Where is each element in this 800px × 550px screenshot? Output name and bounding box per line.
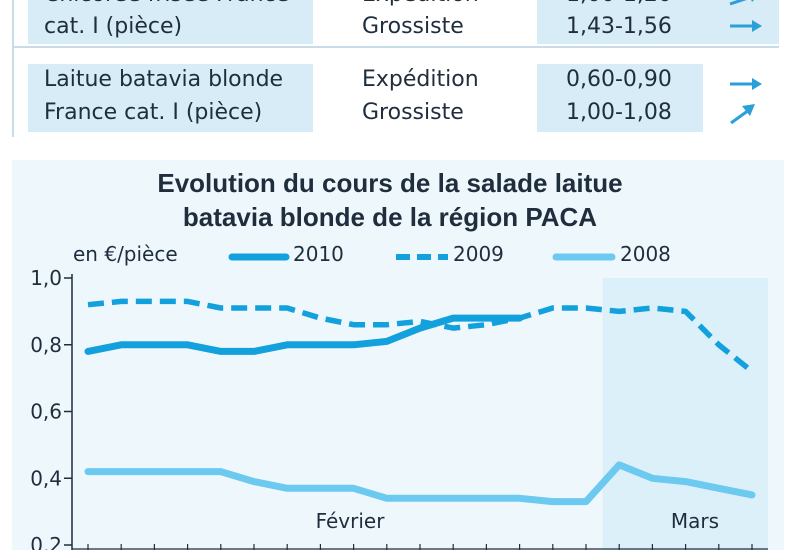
chart-title-line1: Evolution du cours de la salade laitue bbox=[157, 168, 623, 198]
y-tick-label: 0,8 bbox=[30, 333, 62, 357]
row2-stage-line2: Grossiste bbox=[362, 100, 464, 125]
row2-price-line1: 0,60-0,90 bbox=[566, 67, 672, 92]
x-period-label-mars: Mars bbox=[671, 509, 719, 533]
y-tick-label: 1,0 bbox=[30, 266, 62, 290]
row1-price-line1: 1,00-1,20 bbox=[566, 0, 672, 11]
table-left-border bbox=[12, 0, 14, 137]
legend-label-2009: 2009 bbox=[453, 242, 504, 266]
row2-product-line1: Laitue batavia blonde bbox=[44, 67, 284, 92]
series-line-2009 bbox=[87, 298, 754, 374]
legend-label-2010: 2010 bbox=[293, 242, 344, 266]
row1-stage-line2: Grossiste bbox=[362, 14, 464, 39]
row1-product-bg bbox=[28, 0, 313, 44]
row2-product-bg bbox=[28, 64, 313, 132]
price-table: Chicorée frisée France cat. I (pièce) Ex… bbox=[0, 0, 800, 140]
y-tick-label: 0,4 bbox=[30, 466, 62, 490]
arrow-up-right-icon bbox=[730, 104, 755, 125]
chart-title-line2: batavia blonde de la région PACA bbox=[182, 202, 598, 232]
y-tick-label: 0,6 bbox=[30, 400, 62, 424]
row2-stage-line1: Expédition bbox=[362, 67, 479, 92]
series-line-2008 bbox=[84, 461, 756, 506]
y-tick-label: 0,2 bbox=[30, 533, 62, 550]
y-axis-unit-label: en €/pièce bbox=[73, 242, 178, 266]
arrow-right-icon bbox=[729, 0, 754, 6]
row1-price-bg bbox=[537, 0, 703, 44]
row1-arrow-bg bbox=[703, 0, 779, 44]
row1-stage-line1: Expédition bbox=[362, 0, 479, 11]
row1-product-line2: cat. I (pièce) bbox=[44, 14, 183, 39]
row2-price-line2: 1,00-1,08 bbox=[566, 100, 672, 125]
row1-product-line1: Chicorée frisée France bbox=[44, 0, 289, 11]
series-line-2010 bbox=[84, 314, 524, 355]
arrow-right-icon bbox=[730, 78, 762, 90]
arrow-right-icon bbox=[730, 20, 762, 32]
x-period-label-fevrier: Février bbox=[316, 509, 386, 533]
table-row-divider bbox=[14, 46, 779, 48]
row2-product-line2: France cat. I (pièce) bbox=[44, 100, 263, 125]
row2-price-bg bbox=[537, 64, 703, 132]
legend-label-2008: 2008 bbox=[620, 242, 671, 266]
march-highlight-region bbox=[602, 278, 768, 550]
row1-price-line2: 1,43-1,56 bbox=[566, 14, 672, 39]
